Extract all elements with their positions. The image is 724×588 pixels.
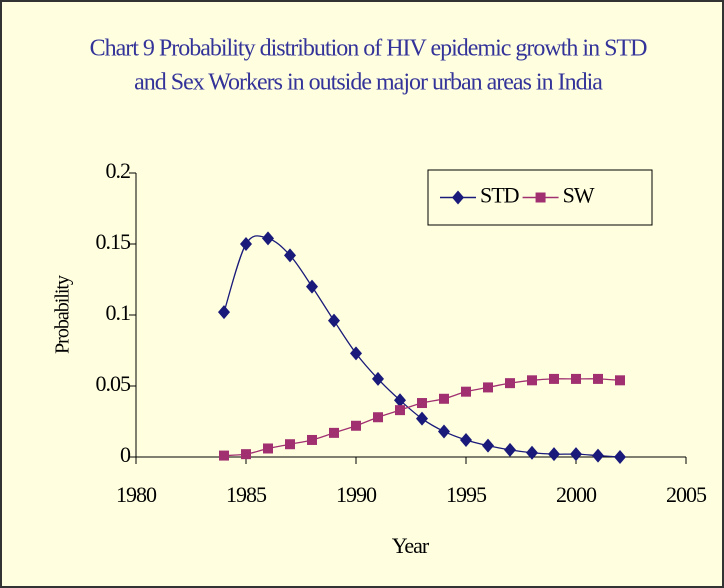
marker [240,237,252,251]
legend-label: SW [563,183,595,208]
marker [570,447,582,462]
x-tick-label: 2000 [556,482,597,507]
x-tick-label: 1990 [336,482,377,507]
marker [461,386,471,397]
marker [549,373,559,384]
x-tick-label: 2005 [666,482,707,507]
marker [351,420,361,431]
chart-title: and Sex Workers in outside major urban a… [134,70,603,96]
legend-label: STD [480,183,519,208]
marker [504,442,516,457]
marker [417,398,427,409]
y-tick-label: 0.2 [106,158,131,183]
marker [614,450,626,464]
marker [483,382,493,393]
x-tick-label: 1980 [116,482,157,507]
marker [593,373,603,384]
marker [527,375,537,386]
marker [373,412,383,423]
marker [394,393,406,408]
y-tick-label: 0.05 [96,371,132,396]
marker [460,432,472,447]
marker [218,305,230,320]
y-axis-label: Probability [52,275,74,354]
x-tick-label: 1995 [446,482,487,507]
marker [438,424,450,439]
marker [329,427,339,438]
marker [307,434,317,445]
marker [285,439,295,450]
marker [592,448,604,463]
marker [395,405,405,416]
x-tick-label: 1985 [226,482,267,507]
marker [263,443,273,454]
marker [284,248,296,263]
marker [372,371,384,386]
marker [571,373,581,384]
marker [306,279,318,294]
marker [439,393,449,404]
marker [241,449,251,460]
marker [526,445,538,460]
marker [219,450,229,461]
y-tick-label: 0.1 [106,300,131,325]
marker [615,375,625,386]
marker [416,411,428,426]
marker [482,438,494,453]
marker [350,346,362,361]
y-tick-label: 0 [120,442,131,467]
marker [548,447,560,462]
marker [535,192,546,203]
marker [452,190,464,205]
marker [505,378,515,389]
marker [328,313,340,328]
x-axis-label: Year [392,533,430,558]
chart-title: Chart 9 Probability distribution of HIV … [90,36,648,62]
marker [262,231,274,246]
y-tick-label: 0.15 [96,229,132,254]
